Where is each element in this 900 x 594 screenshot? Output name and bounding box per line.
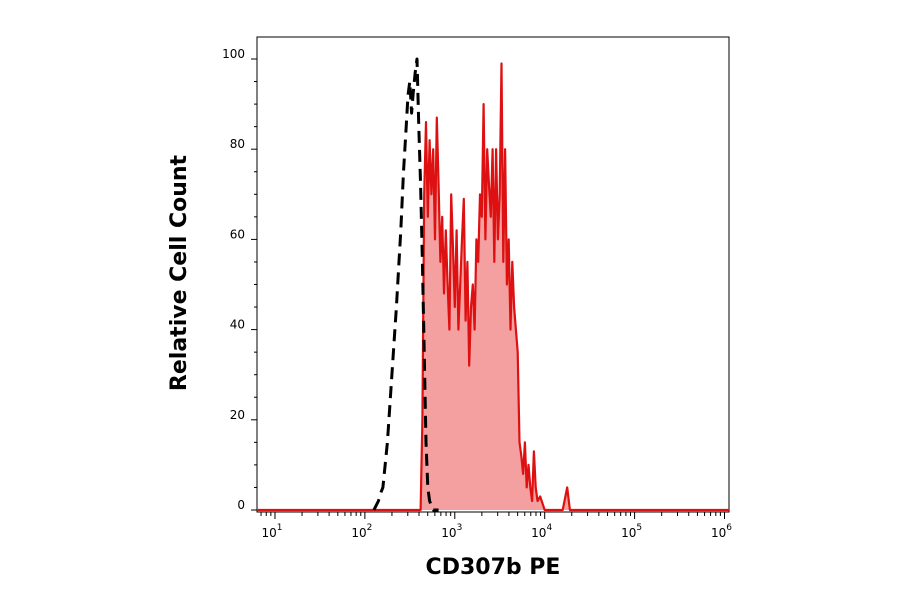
- series-1-area: [257, 63, 729, 510]
- x-tick-label: 103: [441, 523, 462, 540]
- series-1-line: [257, 62, 729, 512]
- x-tick-label: 106: [711, 523, 732, 540]
- x-tick-label: 102: [351, 523, 372, 540]
- y-tick-label: 40: [230, 318, 245, 332]
- x-tick-label: 105: [621, 523, 642, 540]
- y-tick-label: 20: [230, 408, 245, 422]
- y-tick-label: 0: [237, 498, 245, 512]
- x-axis-title: CD307b PE: [426, 555, 561, 580]
- x-tick-label: 104: [531, 523, 552, 540]
- y-axis: 0 20 40 60 80 100: [222, 47, 257, 512]
- y-tick-label: 80: [230, 137, 245, 151]
- series-0-line: [372, 57, 439, 512]
- y-tick-label: 100: [222, 47, 245, 61]
- y-tick-label: 60: [230, 227, 245, 241]
- x-tick-label: 101: [261, 523, 282, 540]
- series-layer: [257, 57, 729, 512]
- x-axis: 101 102 103 104 105 106: [260, 512, 732, 540]
- y-axis-title: Relative Cell Count: [167, 154, 192, 391]
